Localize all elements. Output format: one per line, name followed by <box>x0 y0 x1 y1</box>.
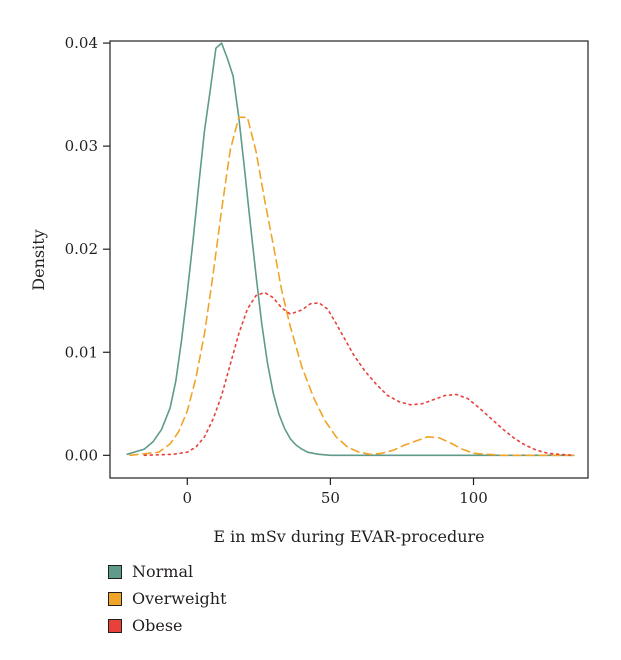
legend-item-normal: Normal <box>108 558 227 585</box>
legend-item-obese: Obese <box>108 612 227 639</box>
y-axis: 0.00 0.01 0.02 0.03 0.04 <box>65 34 110 464</box>
legend-label: Obese <box>132 616 183 635</box>
y-tick-label: 0.02 <box>65 240 98 258</box>
y-tick-label: 0.04 <box>65 34 98 52</box>
x-axis-title: E in mSv during EVAR-procedure <box>213 527 484 546</box>
x-tick-label: 0 <box>183 489 193 507</box>
legend-swatch <box>108 564 122 579</box>
legend-item-overweight: Overweight <box>108 585 227 612</box>
series-line-obese <box>143 291 575 457</box>
series-line-overweight <box>129 116 575 457</box>
legend-label: Normal <box>132 562 194 581</box>
y-tick-label: 0.01 <box>65 343 98 361</box>
series-line-normal <box>126 42 575 457</box>
legend-swatch <box>108 591 122 606</box>
legend: Normal Overweight Obese <box>108 558 227 639</box>
y-tick-label: 0.00 <box>65 446 98 464</box>
x-tick-label: 50 <box>321 489 340 507</box>
x-tick-label: 100 <box>459 489 488 507</box>
series-layer <box>126 42 575 457</box>
plot-frame <box>109 40 589 479</box>
y-tick-label: 0.03 <box>65 137 98 155</box>
x-axis: 0 50 100 <box>183 478 488 507</box>
y-axis-title: Density <box>29 229 48 290</box>
legend-label: Overweight <box>132 589 227 608</box>
legend-swatch <box>108 618 122 633</box>
